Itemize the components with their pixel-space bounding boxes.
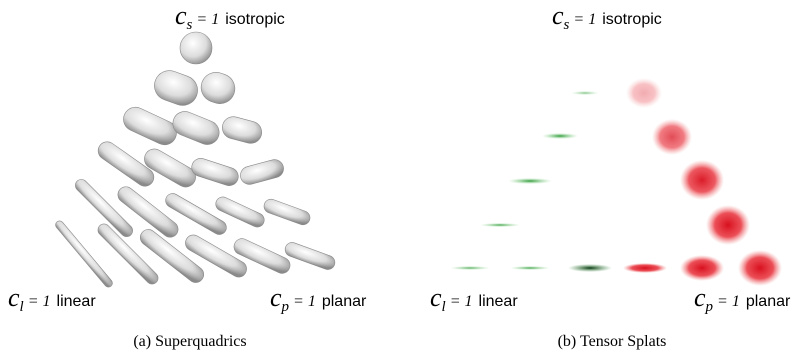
superquadric-glyphs — [54, 32, 337, 289]
superquadric — [283, 241, 337, 272]
linear-splat — [571, 91, 599, 95]
corner-label: cp= 1 planar — [270, 283, 367, 315]
equals: = 1 — [573, 11, 596, 28]
subscript: s — [564, 17, 570, 33]
planar-splat — [706, 205, 750, 245]
symbol: c — [175, 1, 187, 30]
equals: = 1 — [196, 11, 219, 28]
caption: (a) Superquadrics — [133, 333, 246, 350]
equals: = 1 — [28, 293, 51, 310]
corner-label: cl= 1 linear — [430, 283, 518, 315]
symbol: c — [694, 283, 706, 312]
word: isotropic — [602, 11, 662, 28]
linear-splat — [450, 266, 490, 270]
superquadric — [238, 158, 285, 187]
corner-label: cs= 1 isotropic — [552, 1, 662, 33]
word: linear — [479, 293, 519, 310]
superquadric — [150, 66, 202, 109]
planar-splat — [738, 250, 782, 286]
subscript: p — [281, 299, 290, 315]
planar-splat — [680, 255, 724, 281]
planar-splat — [652, 119, 692, 155]
linear-splat — [510, 266, 550, 270]
symbol: c — [8, 283, 20, 312]
superquadric — [220, 114, 264, 146]
subscript: s — [187, 17, 193, 33]
splat-glyphs — [450, 78, 782, 286]
symbol: c — [270, 283, 282, 312]
linear-splat — [542, 133, 578, 139]
planar-splat — [680, 160, 724, 200]
planar-splat — [623, 263, 667, 273]
equals: = 1 — [450, 293, 473, 310]
symbol: c — [552, 1, 564, 30]
figure: (a) Superquadrics (b) Tensor Splats cs= … — [0, 0, 812, 355]
superquadric — [169, 108, 222, 148]
symbol: c — [430, 283, 442, 312]
word: linear — [57, 293, 97, 310]
subscript: l — [442, 299, 446, 315]
superquadric — [120, 103, 181, 148]
linear-splat — [480, 223, 520, 227]
corner-label: cp= 1 planar — [694, 283, 791, 315]
subscript: p — [705, 299, 714, 315]
corner-label: cl= 1 linear — [8, 283, 96, 315]
superquadric — [180, 32, 212, 64]
subscript: l — [20, 299, 24, 315]
equals: = 1 — [717, 293, 740, 310]
superquadric — [197, 68, 239, 108]
word: planar — [322, 293, 367, 310]
caption: (b) Tensor Splats — [558, 333, 667, 350]
corner-label: cs= 1 isotropic — [175, 1, 285, 33]
linear-splat — [508, 178, 552, 184]
word: planar — [746, 293, 791, 310]
word: isotropic — [225, 11, 285, 28]
linear-splat — [568, 264, 612, 272]
superquadric — [262, 197, 312, 227]
equals: = 1 — [293, 293, 316, 310]
superquadric — [189, 156, 240, 188]
planar-splat — [626, 78, 662, 108]
